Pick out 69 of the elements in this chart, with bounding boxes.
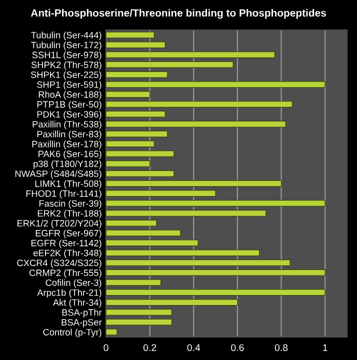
y-tick-label: Paxillin (Ser-178) bbox=[32, 140, 102, 150]
bar bbox=[106, 160, 150, 168]
bar bbox=[106, 42, 166, 48]
bar bbox=[106, 210, 266, 217]
bar bbox=[106, 289, 326, 296]
bar bbox=[106, 318, 172, 326]
bar bbox=[106, 32, 155, 38]
y-tick-label: SSH1L (Ser-978) bbox=[32, 51, 102, 60]
x-tick-label: 0.8 bbox=[274, 344, 288, 352]
y-tick-label: Fascin (Ser-39) bbox=[39, 200, 102, 209]
y-tick-label: Arpc1b (Thr-21) bbox=[37, 289, 102, 298]
y-tick-label: SHPK2 (Thr-578) bbox=[31, 61, 102, 70]
chart-title: Anti-Phosphoserine/Threonine binding to Phosphopeptides bbox=[30, 9, 326, 19]
bar bbox=[106, 328, 118, 336]
y-tick-label: eEF2K (Thr-348) bbox=[33, 250, 102, 258]
bar bbox=[106, 259, 290, 266]
bar bbox=[106, 81, 326, 88]
y-tick-label: Cofilin (Ser-3) bbox=[46, 279, 102, 288]
x-tick-label: 0.4 bbox=[187, 344, 200, 352]
bar bbox=[106, 250, 260, 256]
y-tick-label: Akt (Thr-34) bbox=[52, 299, 102, 308]
bar bbox=[106, 180, 282, 187]
bar bbox=[106, 170, 174, 177]
x-tick-label: 0.2 bbox=[143, 344, 156, 352]
bar bbox=[106, 240, 198, 246]
bar bbox=[106, 190, 216, 197]
bar bbox=[106, 61, 234, 68]
bar bbox=[106, 279, 162, 286]
y-tick-label: SHPK1 (Ser-225) bbox=[30, 71, 102, 80]
x-tick-label: 1 bbox=[323, 344, 328, 351]
bar bbox=[106, 150, 174, 158]
bar bbox=[106, 51, 276, 58]
y-tick-label: CXCR4 (S324/S325) bbox=[17, 259, 102, 268]
y-tick-label: CRMP2 (Thr-555) bbox=[29, 269, 102, 278]
bar bbox=[106, 110, 166, 118]
bar bbox=[106, 130, 168, 138]
y-tick-label: PAK6 (Ser-165) bbox=[38, 150, 102, 160]
y-tick-label: p38 (T180/Y182) bbox=[34, 160, 102, 169]
y-tick-label: Tubulin (Ser-172) bbox=[31, 42, 102, 50]
bar bbox=[106, 299, 238, 306]
y-tick-label: Control (p-Tyr) bbox=[43, 328, 102, 338]
y-tick-label: LIMK1 (Thr-508) bbox=[35, 180, 102, 189]
bar bbox=[106, 200, 326, 207]
bar bbox=[106, 100, 293, 108]
x-tick-label: 0.6 bbox=[231, 344, 244, 352]
y-tick-label: SHP1 (Ser-591) bbox=[37, 81, 102, 90]
y-tick-label: BSA-pThr bbox=[62, 308, 102, 318]
y-tick-label: Tubulin (Ser-444) bbox=[31, 32, 102, 40]
y-tick-label: EGFR (Ser-967) bbox=[36, 230, 102, 238]
bar bbox=[106, 308, 172, 316]
y-tick-label: BSA-pSer bbox=[62, 319, 102, 328]
y-tick-label: PTP1B (Ser-50) bbox=[37, 100, 102, 110]
y-tick-label: RhoA (Ser-188) bbox=[38, 91, 102, 100]
bar bbox=[106, 220, 157, 226]
y-tick-label: Paxillin (Ser-83) bbox=[37, 130, 102, 140]
y-tick-label: ERK2 (Thr-188) bbox=[38, 210, 102, 218]
y-tick-label: EGFR (Ser-1142) bbox=[31, 240, 102, 248]
bar bbox=[106, 120, 286, 128]
bar bbox=[106, 140, 155, 148]
y-tick-label: PDK1 (Ser-396) bbox=[37, 110, 102, 120]
bar bbox=[106, 91, 150, 98]
y-tick-label: ERK1/2 (T202/Y204) bbox=[18, 220, 102, 228]
bar bbox=[106, 230, 181, 236]
y-tick-label: NWASP (S484/S485) bbox=[15, 170, 102, 179]
bar bbox=[106, 71, 168, 78]
bar bbox=[106, 269, 326, 276]
y-tick-label: FHOD1 (Thr-1141) bbox=[26, 190, 102, 199]
x-tick-label: 0 bbox=[104, 344, 108, 352]
y-tick-label: Paxillin (Thr-538) bbox=[32, 120, 102, 130]
